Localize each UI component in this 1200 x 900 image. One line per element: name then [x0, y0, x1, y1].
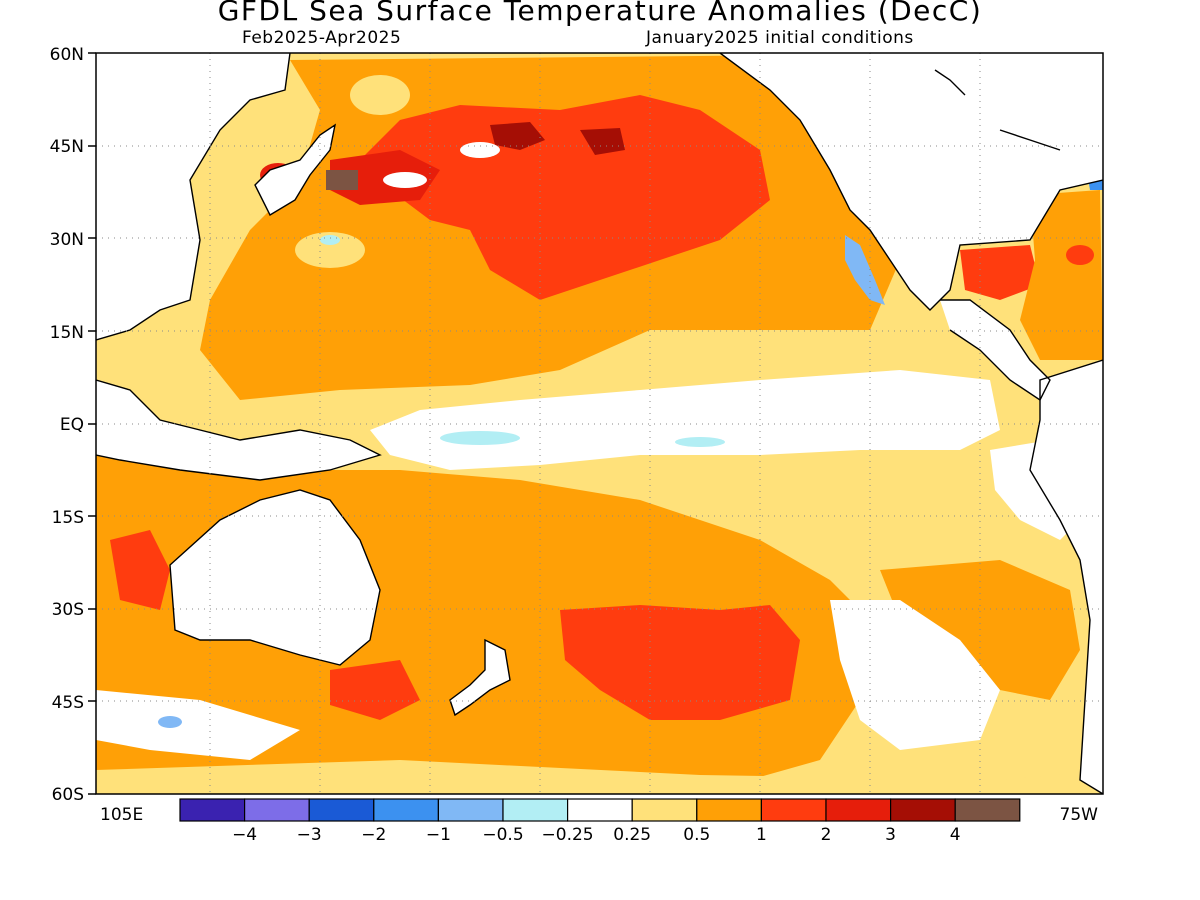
lat-label-45s: 45S	[52, 693, 84, 713]
colorbar-label: 4	[950, 825, 961, 845]
lat-label-45n: 45N	[50, 137, 84, 157]
colorbar-label: 3	[885, 825, 896, 845]
tasman-strong-warm	[330, 660, 420, 720]
colorbar-swatch	[696, 798, 762, 822]
southern-cool	[158, 716, 182, 728]
land-korea-japan	[255, 125, 335, 215]
southern-neutral	[96, 690, 300, 760]
colorbar-label: −4	[232, 825, 257, 845]
lat-ticks	[88, 52, 96, 795]
gulf-strong-warm	[960, 245, 1040, 300]
lon-label-right: 75W	[1060, 805, 1099, 825]
lat-label-30s: 30S	[52, 600, 84, 620]
land-south-america	[1030, 360, 1103, 794]
colorbar-label: 1	[756, 825, 767, 845]
southern-weak-warm-band	[96, 760, 1103, 794]
atlantic-strong-warm	[1066, 245, 1094, 265]
colorbar-swatch	[889, 798, 956, 822]
equatorial-cool	[440, 431, 520, 445]
np-neutral-4	[350, 75, 410, 115]
forecast-period: Feb2025-Apr2025	[242, 28, 402, 48]
colorbar-swatch	[502, 798, 569, 822]
lat-label-60s: 60S	[52, 785, 84, 805]
lon-label-left: 105E	[100, 805, 143, 825]
colorbar-labels: −4 −3 −2 −1 −0.5 −0.25 0.25 0.5 1 2 3 4	[232, 825, 961, 845]
equatorial-neutral	[370, 370, 1000, 470]
colorbar-swatch	[566, 798, 633, 822]
lat-label-30n: 30N	[50, 230, 84, 250]
land-new-zealand	[450, 640, 510, 715]
lat-label-15s: 15S	[52, 508, 84, 528]
colorbar-label: −1	[426, 825, 451, 845]
lat-label-eq: EQ	[60, 415, 84, 435]
land-australia	[170, 490, 380, 665]
colorbar	[179, 798, 1021, 822]
atlantic-warm	[1020, 190, 1103, 360]
colorbar-swatch	[825, 798, 892, 822]
np-neutral-3	[295, 232, 365, 268]
coastlines	[96, 53, 1103, 794]
west-aus-strong-warm	[110, 530, 170, 610]
land-central-america	[940, 300, 1050, 400]
se-pacific-warm	[880, 560, 1080, 700]
colorbar-swatch	[308, 798, 375, 822]
initial-conditions-label: January2025 initial conditions	[646, 28, 914, 48]
colorbar-label: 0.25	[613, 825, 651, 845]
colorbar-swatch	[437, 798, 504, 822]
colorbar-swatch	[954, 798, 1021, 822]
np-neutral-1	[383, 172, 427, 188]
california-cool	[845, 235, 885, 305]
kuroshio-extreme-2	[580, 128, 625, 155]
colorbar-label: −0.5	[482, 825, 523, 845]
colorbar-label: −0.25	[542, 825, 594, 845]
peak-warm-patch	[326, 170, 358, 190]
lat-labels: 60N 45N 30N 15N EQ 15S 30S 45S 60S	[50, 45, 84, 805]
np-neutral-2	[460, 142, 500, 158]
colorbar-label: −2	[361, 825, 386, 845]
colorbar-label: −3	[297, 825, 322, 845]
colorbar-swatch	[631, 798, 698, 822]
colorbar-swatch	[373, 798, 439, 822]
colorbar-label: 2	[821, 825, 832, 845]
colorbar-swatch	[179, 798, 246, 822]
map-title: GFDL Sea Surface Temperature Anomalies (…	[217, 0, 983, 27]
land-maritime-continent	[96, 380, 380, 480]
np-cool-1	[320, 235, 340, 245]
colorbar-label: 0.5	[683, 825, 710, 845]
equatorial-cool-2	[675, 437, 725, 447]
lat-label-60n: 60N	[50, 45, 84, 65]
anomaly-field	[96, 53, 1103, 794]
land-north-america	[720, 53, 1103, 310]
colorbar-swatch	[760, 798, 827, 822]
kuroshio-extreme	[490, 122, 545, 150]
land-asia	[96, 53, 290, 340]
se-pacific-neutral	[830, 600, 1000, 750]
south-pacific-strong-warm	[560, 605, 800, 720]
colorbar-swatch	[244, 798, 310, 822]
lat-label-15n: 15N	[50, 323, 84, 343]
